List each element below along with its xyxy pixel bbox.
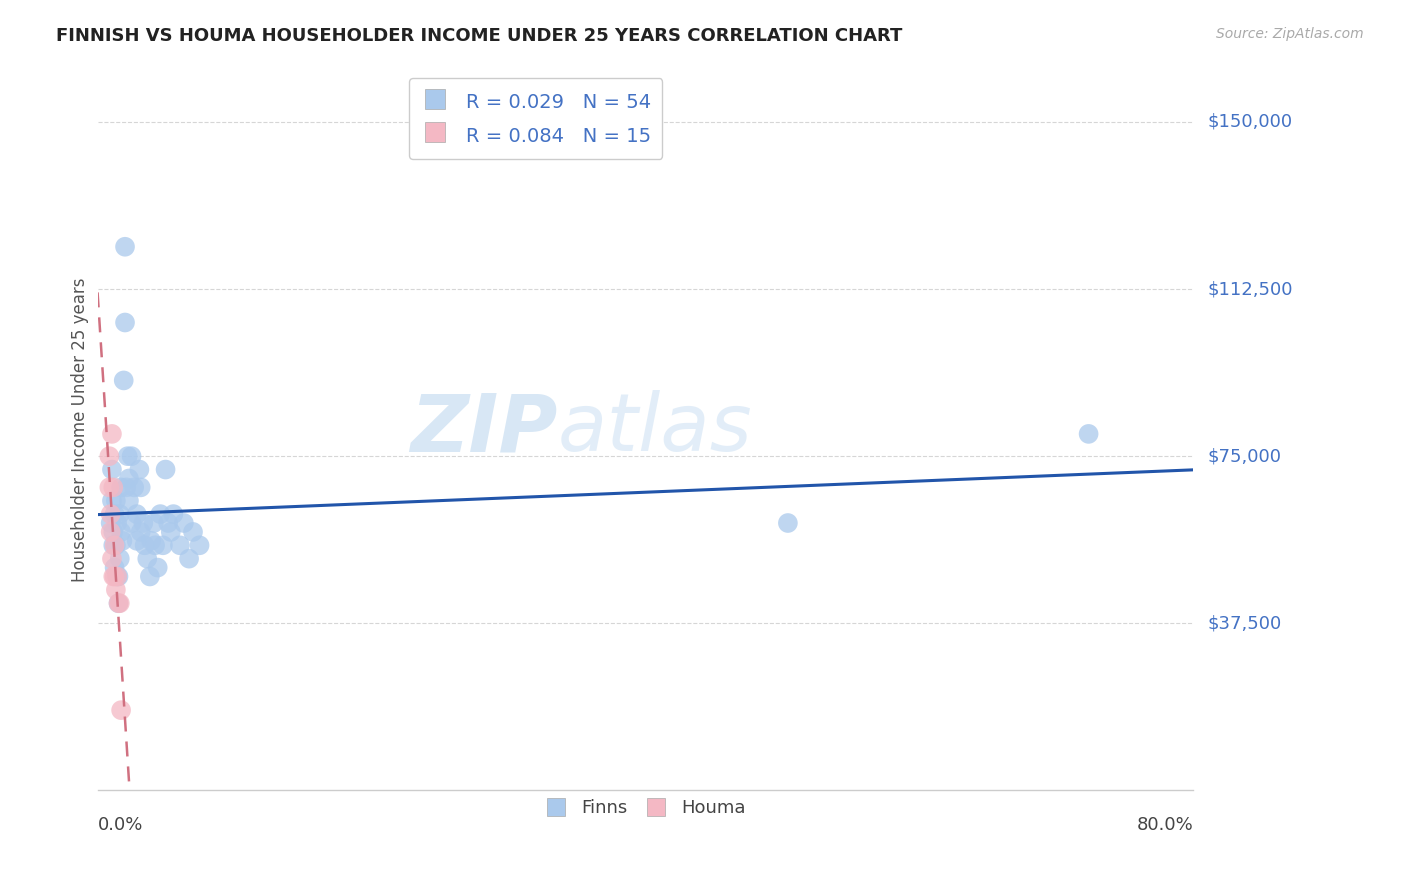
Houma [100,507,122,521]
Finns [100,516,122,530]
Finns [117,449,139,463]
Finns [107,596,129,610]
Finns [104,538,127,552]
Houma [110,703,132,717]
Finns [121,516,143,530]
Finns [125,507,148,521]
Houma [108,596,131,610]
Finns [136,551,159,566]
Text: 80.0%: 80.0% [1136,815,1194,834]
Finns [111,533,134,548]
Houma [104,582,127,597]
Y-axis label: Householder Income Under 25 years: Householder Income Under 25 years [72,277,89,582]
Finns [108,551,131,566]
Finns [143,538,166,552]
Houma [101,551,124,566]
Finns [103,507,125,521]
Text: ZIP: ZIP [411,391,558,468]
Houma [100,524,122,539]
Finns [776,516,799,530]
Finns [188,538,211,552]
Finns [101,462,124,476]
Text: 0.0%: 0.0% [97,815,143,834]
Text: FINNISH VS HOUMA HOUSEHOLDER INCOME UNDER 25 YEARS CORRELATION CHART: FINNISH VS HOUMA HOUSEHOLDER INCOME UNDE… [56,27,903,45]
Finns [101,493,124,508]
Finns [112,373,135,387]
Finns [121,449,143,463]
Finns [169,538,191,552]
Houma [105,569,128,583]
Finns [103,524,125,539]
Houma [103,569,125,583]
Houma [107,596,129,610]
Finns [110,480,132,494]
Finns [152,538,174,552]
Finns [118,493,141,508]
Finns [141,533,163,548]
Finns [103,560,125,574]
Finns [118,471,141,485]
Finns [114,316,136,330]
Finns [132,516,155,530]
Finns [155,462,177,476]
Houma [98,449,121,463]
Finns [134,538,156,552]
Finns [129,480,152,494]
Finns [122,480,145,494]
Finns [181,524,204,539]
Finns [128,462,150,476]
Text: atlas: atlas [558,391,752,468]
Finns [129,524,152,539]
Houma [103,480,125,494]
Finns [1077,426,1099,441]
Houma [103,538,125,552]
Finns [125,533,148,548]
Text: Source: ZipAtlas.com: Source: ZipAtlas.com [1216,27,1364,41]
Finns [142,516,165,530]
Text: $37,500: $37,500 [1208,615,1281,632]
Legend: Finns, Houma: Finns, Houma [537,792,754,824]
Finns [149,507,172,521]
Finns [115,480,138,494]
Finns [159,524,181,539]
Finns [110,524,132,539]
Finns [103,538,125,552]
Finns [108,507,131,521]
Finns [139,569,162,583]
Text: $112,500: $112,500 [1208,280,1292,298]
Finns [105,569,128,583]
Text: $75,000: $75,000 [1208,447,1281,465]
Finns [177,551,200,566]
Finns [104,493,127,508]
Houma [103,569,125,583]
Finns [146,560,169,574]
Houma [101,426,124,441]
Finns [157,516,180,530]
Finns [162,507,184,521]
Houma [98,480,121,494]
Finns [114,240,136,254]
Finns [107,569,129,583]
Finns [105,516,128,530]
Text: $150,000: $150,000 [1208,113,1292,131]
Finns [173,516,195,530]
